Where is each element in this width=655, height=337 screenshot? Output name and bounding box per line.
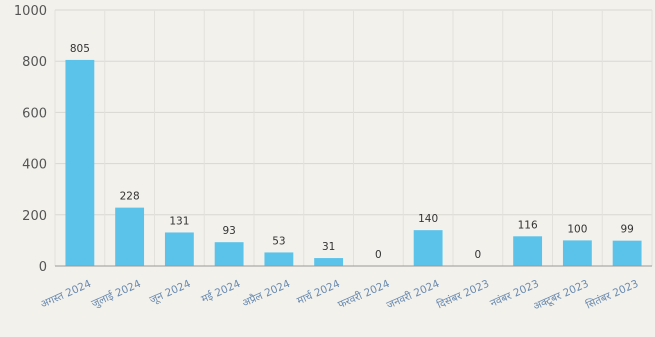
- data-label: 99: [620, 224, 633, 236]
- data-label: 116: [518, 219, 538, 231]
- grid-lines: [54, 9, 653, 267]
- x-tick-label: फरवरी 2024: [336, 277, 392, 311]
- y-tick-label: 400: [22, 158, 47, 173]
- data-label: 228: [120, 191, 140, 203]
- bar: [513, 236, 543, 266]
- x-tick-label: जून 2024: [148, 278, 193, 307]
- bar: [115, 207, 145, 266]
- data-label: 93: [222, 225, 235, 237]
- y-tick-label: 1000: [14, 4, 47, 19]
- data-label: 31: [322, 241, 335, 253]
- x-tick-label: अगस्त 2024: [39, 278, 94, 311]
- data-labels: 805 228 131 93 53 31 0 140 0 116 100 99: [70, 43, 634, 261]
- data-label: 53: [272, 235, 285, 247]
- y-axis-ticks: 0 200 400 600 800 1000: [14, 4, 47, 275]
- x-tick-label: अप्रैल 2024: [240, 277, 292, 310]
- bars: [65, 59, 642, 266]
- bar: [164, 232, 194, 266]
- y-tick-label: 200: [22, 209, 47, 224]
- x-tick-label: मार्च 2024: [295, 277, 342, 308]
- y-tick-label: 600: [22, 106, 47, 121]
- bar: [413, 230, 443, 266]
- x-tick-label: जुलाई 2024: [89, 277, 143, 310]
- data-label: 0: [475, 249, 482, 261]
- data-label: 805: [70, 43, 90, 55]
- bar: [562, 240, 592, 266]
- x-tick-label: मई 2024: [199, 277, 242, 306]
- data-label: 140: [418, 213, 438, 225]
- bar: [264, 252, 294, 266]
- x-tick-label: सितंबर 2023: [584, 277, 641, 312]
- bar: [214, 242, 244, 266]
- data-label: 100: [567, 223, 587, 235]
- x-tick-label: दिसंबर 2023: [435, 277, 491, 312]
- data-label: 131: [169, 215, 189, 227]
- x-tick-label: जनवरी 2024: [384, 277, 441, 312]
- y-tick-label: 800: [22, 55, 47, 70]
- data-label: 0: [375, 249, 382, 261]
- x-tick-label: अक्टूबर 2023: [531, 278, 590, 313]
- bar: [612, 240, 642, 266]
- y-tick-label: 0: [39, 260, 47, 275]
- bar: [314, 258, 344, 266]
- bar: [65, 59, 95, 266]
